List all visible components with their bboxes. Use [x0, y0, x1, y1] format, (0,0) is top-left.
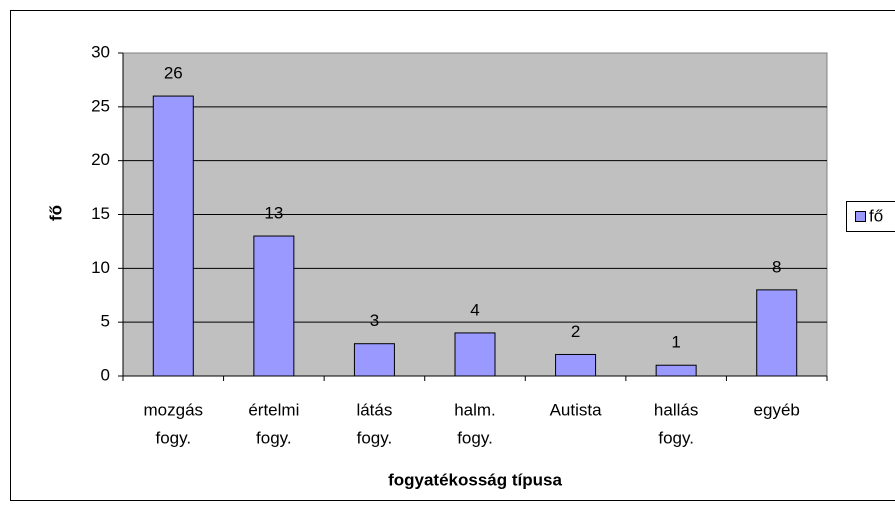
legend-swatch	[855, 211, 866, 222]
data-label: 8	[772, 257, 781, 276]
bar	[152, 95, 194, 377]
bar	[253, 235, 295, 377]
x-tick-label: egyéb	[754, 400, 800, 419]
x-tick-label: fogy.	[457, 428, 493, 447]
data-label: 1	[671, 333, 680, 352]
x-tick-label: mozgás	[144, 400, 204, 419]
bar	[756, 289, 798, 377]
legend-label: fő	[869, 206, 883, 225]
x-tick-label: fogy.	[155, 428, 191, 447]
data-label: 13	[264, 204, 283, 223]
x-tick-label: látás	[356, 400, 392, 419]
bar	[655, 364, 697, 377]
data-label: 4	[470, 300, 479, 319]
bar	[454, 332, 496, 377]
legend-box	[846, 201, 895, 232]
x-tick-label: halm.	[454, 400, 496, 419]
y-tick-label: 5	[101, 312, 110, 331]
y-tick-label: 30	[91, 42, 110, 61]
y-tick-label: 10	[91, 258, 110, 277]
data-label: 2	[571, 322, 580, 341]
x-tick-label: fogy.	[357, 428, 393, 447]
x-tick-label: fogy.	[256, 428, 292, 447]
x-tick-label: hallás	[654, 400, 698, 419]
y-tick-label: 20	[91, 150, 110, 169]
bar	[555, 353, 597, 377]
x-tick-label: Autista	[550, 400, 603, 419]
y-tick-label: 0	[101, 365, 110, 384]
y-tick-label: 15	[91, 204, 110, 223]
data-label: 26	[164, 64, 183, 83]
x-axis-label: fogyatékosság típusa	[388, 470, 562, 489]
data-label: 3	[370, 311, 379, 330]
x-tick-label: fogy.	[658, 428, 694, 447]
bar	[353, 343, 395, 377]
x-tick-label: értelmi	[248, 400, 299, 419]
y-tick-label: 25	[91, 96, 110, 115]
y-axis-label: fő	[46, 205, 65, 221]
